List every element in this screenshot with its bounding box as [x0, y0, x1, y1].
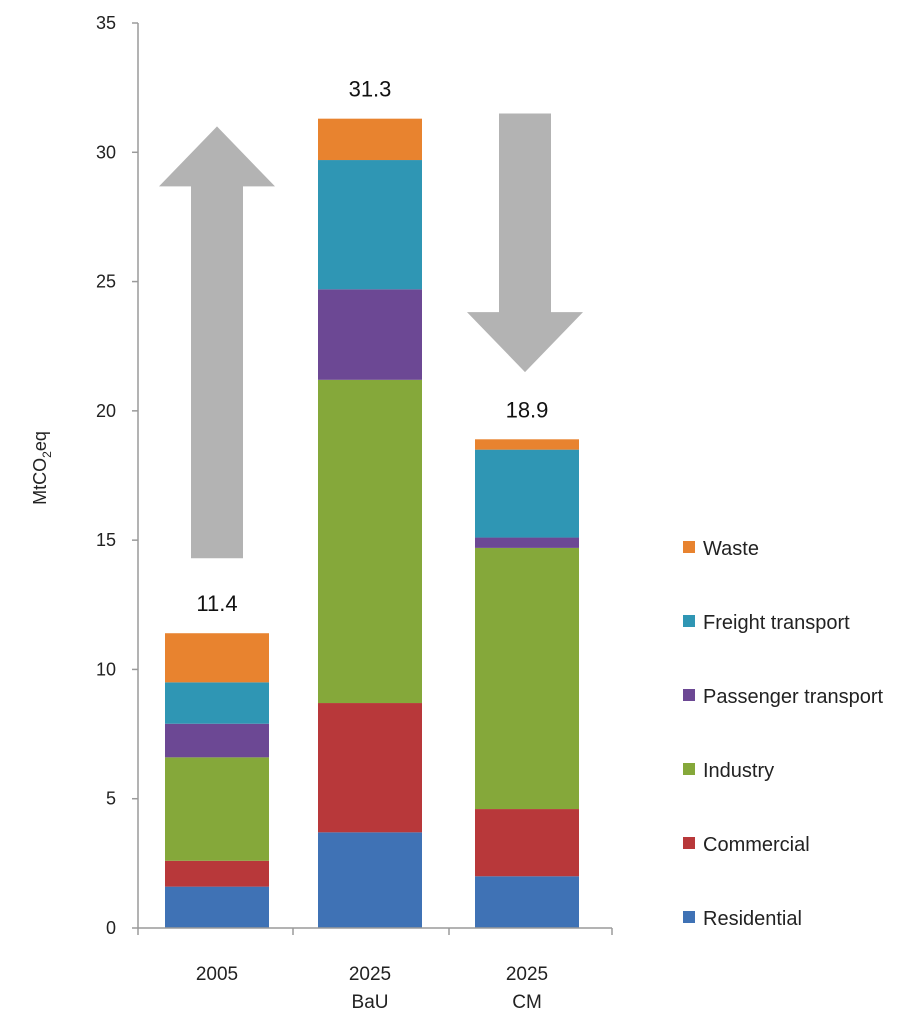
y-tick-label: 0: [106, 918, 116, 938]
x-tick-sublabel: CM: [512, 992, 542, 1013]
legend-swatch: [683, 541, 695, 553]
bar-segment: [165, 757, 269, 861]
legend-swatch: [683, 615, 695, 627]
bars-layer: [165, 118, 579, 928]
bar-segment: [475, 547, 579, 810]
bar-segment: [475, 439, 579, 450]
y-axis-title: MtCO2eq: [30, 431, 54, 505]
bar-segment: [165, 886, 269, 928]
bar-segment: [165, 860, 269, 887]
total-label: 18.9: [506, 397, 549, 422]
bar-segment: [475, 537, 579, 548]
reduction-arrow: [467, 113, 583, 373]
y-tick-label: 25: [96, 272, 116, 292]
bar-segment: [318, 832, 422, 928]
legend-label: Waste: [703, 538, 759, 560]
y-tick-label: 30: [96, 142, 116, 162]
legend-swatch: [683, 689, 695, 701]
bar-segment: [165, 723, 269, 758]
growth-arrow: [159, 126, 275, 559]
bar-segment: [475, 876, 579, 928]
legend-label: Freight transport: [703, 612, 850, 634]
bar-segment: [165, 633, 269, 683]
total-label: 31.3: [349, 77, 392, 102]
x-tick-label: 2025: [506, 964, 548, 985]
y-tick-label: 20: [96, 401, 116, 421]
legend-label: Commercial: [703, 834, 810, 856]
y-tick-label: 10: [96, 659, 116, 679]
axes-layer: [137, 23, 612, 929]
legend-label: Passenger transport: [703, 686, 884, 708]
legend-swatch: [683, 763, 695, 775]
y-tick-label: 15: [96, 530, 116, 550]
totals-layer: 11.4 31.3 18.9: [196, 77, 548, 617]
bar-segment: [165, 682, 269, 724]
legend-label: Industry: [703, 760, 774, 782]
x-tick-label: 2025: [349, 964, 391, 985]
x-tick-sublabel: BaU: [352, 992, 389, 1013]
bar-segment: [318, 118, 422, 161]
legend-swatch: [683, 837, 695, 849]
bar-segment: [475, 449, 579, 538]
bar-segment: [475, 809, 579, 877]
legend: Waste Freight transport Passenger transpor…: [683, 538, 884, 930]
y-tick-label: 5: [106, 789, 116, 809]
bar-segment: [318, 160, 422, 290]
bar-segment: [318, 379, 422, 704]
y-tick-label: 35: [96, 13, 116, 33]
x-tick-label: 2005: [196, 964, 238, 985]
total-label: 11.4: [196, 591, 237, 616]
arrows-layer: [159, 113, 583, 559]
bar-segment: [318, 289, 422, 380]
legend-swatch: [683, 911, 695, 923]
legend-label: Residential: [703, 908, 802, 930]
bar-segment: [318, 703, 422, 833]
